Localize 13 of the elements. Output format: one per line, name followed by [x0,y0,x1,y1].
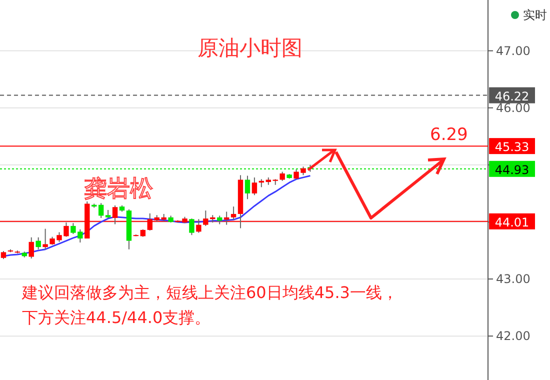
y-tick-label: 47.00 [496,44,530,58]
ref-line-label: 44.01 [494,215,530,230]
ref-line-label: 44.93 [494,162,530,177]
ref-line-label: 46.22 [494,89,530,104]
text: 实时 [523,8,547,22]
annotation: 建议回落做多为主，短线上关注60日均线45.3一线， [21,283,398,302]
text: 原油小时图 [198,36,302,60]
y-tick-label: 43.00 [496,272,530,286]
annotation: 下方关注44.5/44.0支撑。 [22,308,211,327]
annotation: 6.29 [430,125,468,145]
y-tick-label: 42.00 [496,329,530,344]
ref-line-label: 45.33 [494,140,530,154]
y-tick-label: 46.00 [496,100,530,115]
